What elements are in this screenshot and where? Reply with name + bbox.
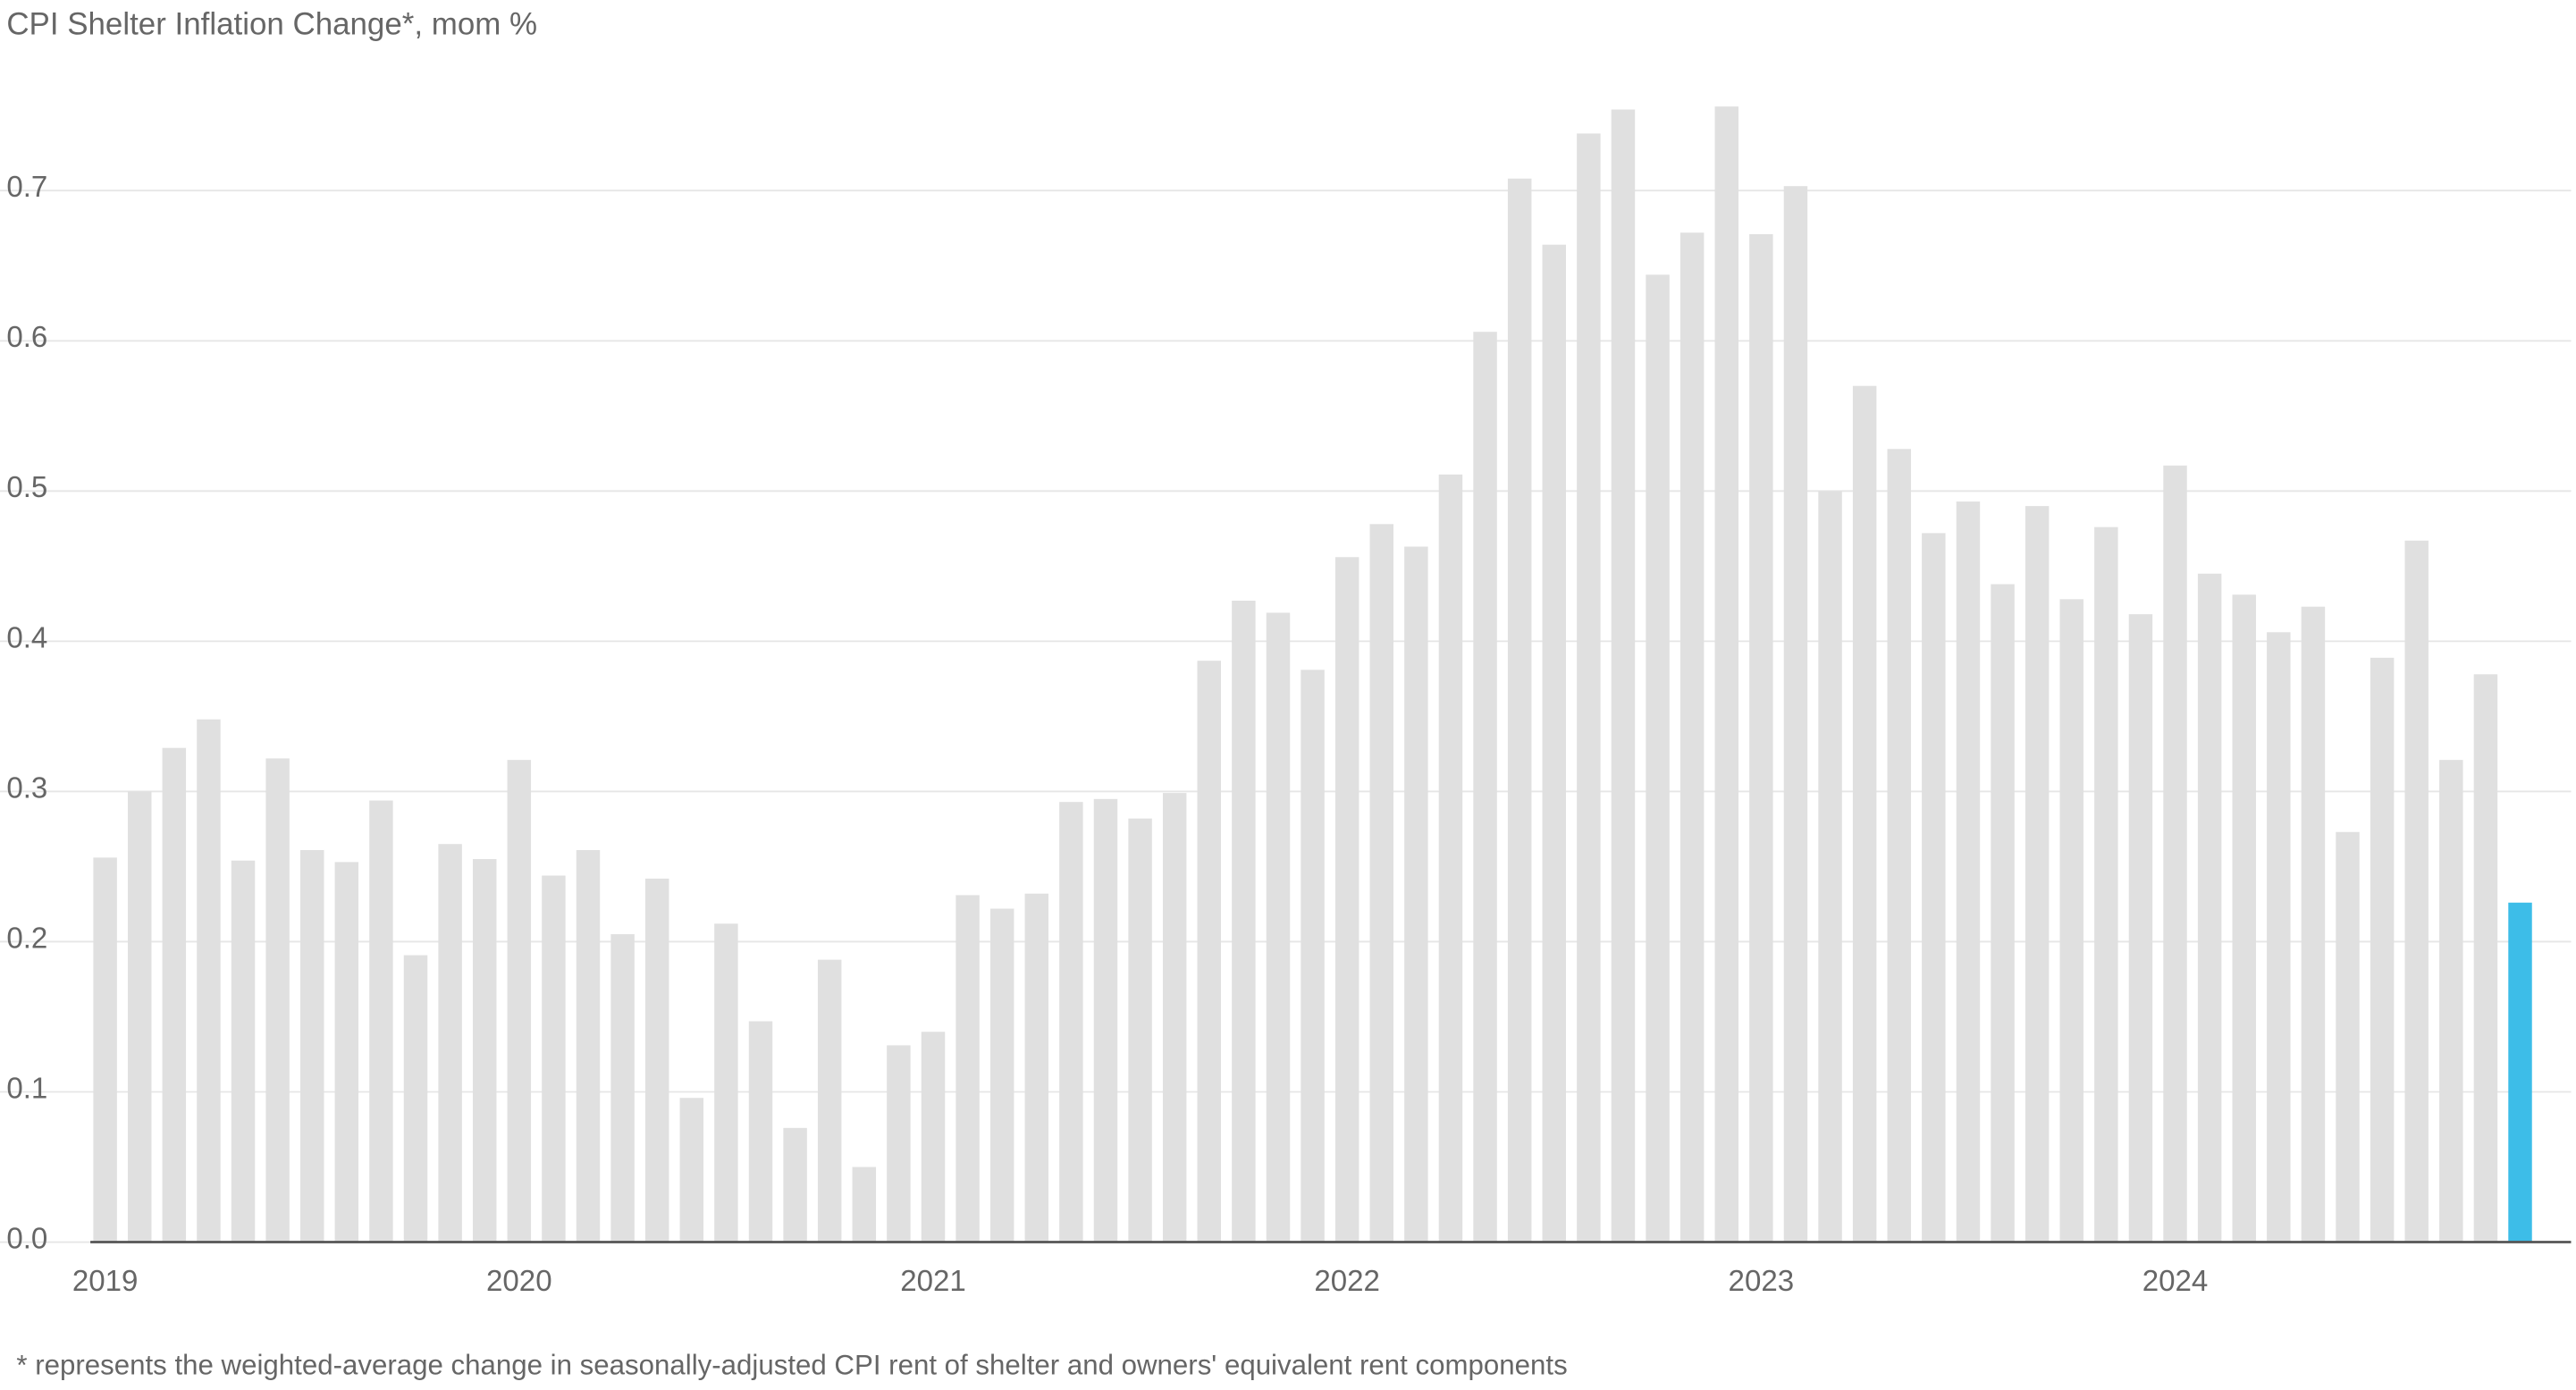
- bar: [231, 860, 256, 1243]
- bar: [542, 875, 566, 1243]
- bar: [2232, 594, 2256, 1243]
- bar: [2439, 760, 2463, 1243]
- bar: [299, 849, 324, 1243]
- bar: [1818, 491, 1842, 1243]
- x-tick-label: 2021: [900, 1265, 966, 1298]
- bar: [2059, 599, 2084, 1243]
- bar: [438, 844, 462, 1243]
- bar: [2163, 465, 2187, 1243]
- bar: [2404, 540, 2429, 1243]
- y-tick-label: 0.1: [6, 1072, 47, 1105]
- bar: [369, 800, 393, 1243]
- bar: [1852, 385, 1877, 1243]
- bar: [1334, 557, 1360, 1243]
- bar: [2128, 614, 2153, 1243]
- bar: [2094, 527, 2118, 1243]
- bar: [1507, 178, 1532, 1243]
- bar: [162, 747, 187, 1243]
- bar: [2267, 632, 2291, 1243]
- bar: [887, 1045, 911, 1243]
- bar: [783, 1127, 807, 1243]
- bar: [1714, 106, 1738, 1243]
- chart-title: CPI Shelter Inflation Change*, mom %: [6, 7, 537, 42]
- bar: [1473, 332, 1497, 1243]
- y-tick-label: 0.7: [6, 171, 47, 204]
- bar: [2025, 506, 2050, 1243]
- bar: [817, 959, 842, 1243]
- bar: [1024, 893, 1049, 1243]
- bar: [610, 934, 635, 1243]
- bar: [1956, 501, 1981, 1243]
- bar: [1542, 244, 1566, 1243]
- y-tick-label: 0.2: [6, 922, 47, 955]
- bar: [714, 923, 738, 1243]
- bar: [852, 1167, 877, 1243]
- x-tick-label: 2024: [2142, 1265, 2209, 1298]
- y-tick-label: 0.6: [6, 321, 47, 354]
- bar: [2336, 831, 2360, 1243]
- bar: [93, 857, 117, 1243]
- bar: [576, 849, 601, 1243]
- bar: [1611, 109, 1636, 1243]
- bar: [197, 719, 221, 1243]
- footnote: * represents the weighted-average change…: [16, 1349, 1567, 1380]
- y-tick-label: 0.4: [6, 621, 47, 654]
- bar: [1128, 818, 1152, 1243]
- bar: [1404, 546, 1428, 1243]
- bar: [2301, 606, 2326, 1243]
- bar: [1301, 670, 1325, 1243]
- bar: [1991, 584, 2015, 1243]
- bar: [2473, 674, 2498, 1243]
- bar: [2197, 573, 2222, 1243]
- y-tick-label: 0.3: [6, 771, 47, 805]
- bar: [644, 878, 669, 1243]
- x-tick-label: 2023: [1729, 1265, 1795, 1298]
- bar: [1059, 802, 1083, 1243]
- bar: [1646, 274, 1670, 1243]
- x-tick-label: 2019: [72, 1265, 139, 1298]
- bar: [1369, 524, 1394, 1243]
- bar: [1266, 612, 1291, 1243]
- bar: [1232, 600, 1256, 1243]
- bar: [679, 1098, 704, 1243]
- bar: [1749, 233, 1773, 1243]
- bar: [748, 1021, 773, 1243]
- bar: [1197, 661, 1222, 1243]
- y-tick-label: 0.5: [6, 471, 47, 504]
- bar: [2370, 657, 2395, 1243]
- x-tick-label: 2020: [486, 1265, 552, 1298]
- x-tick-label: 2022: [1314, 1265, 1380, 1298]
- bar: [1577, 133, 1601, 1243]
- bar: [334, 862, 359, 1243]
- bar: [921, 1032, 946, 1243]
- bar: [127, 791, 152, 1243]
- bar: [1093, 798, 1118, 1243]
- bar: [1783, 186, 1808, 1243]
- bar: [989, 908, 1014, 1243]
- bar: [2508, 902, 2532, 1243]
- bar: [507, 760, 532, 1243]
- bar: [1922, 533, 1946, 1243]
- bar: [472, 859, 497, 1243]
- bar: [265, 758, 290, 1243]
- bar: [1162, 793, 1187, 1243]
- bar: [955, 895, 980, 1243]
- bar: [403, 955, 428, 1243]
- bar: [1679, 232, 1705, 1243]
- y-tick-label: 0.0: [6, 1222, 47, 1255]
- bar: [1887, 449, 1911, 1243]
- bar: [1438, 474, 1463, 1243]
